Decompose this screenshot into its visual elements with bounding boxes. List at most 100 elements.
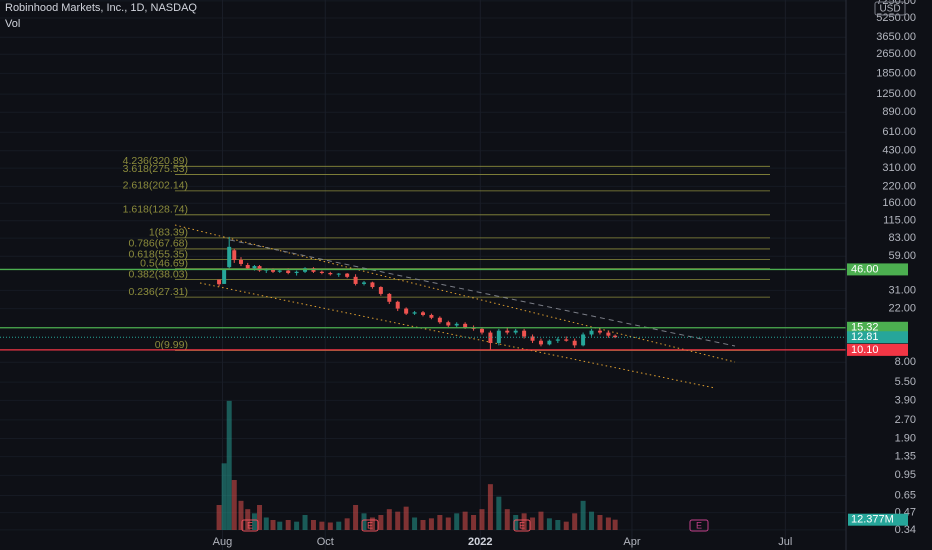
volume-bar xyxy=(589,511,595,530)
candle-body xyxy=(217,279,222,285)
y-tick-label: 0.34 xyxy=(895,524,916,536)
candle-body xyxy=(395,301,400,309)
earnings-marker xyxy=(689,519,709,532)
candle-body xyxy=(437,317,442,323)
candle-body xyxy=(564,339,569,341)
fib-label: 1(83.39) xyxy=(149,227,188,239)
earnings-marker xyxy=(361,519,379,532)
fib-label: 0.786(67.68) xyxy=(128,238,188,250)
candle-body xyxy=(613,335,618,338)
volume-bar xyxy=(546,518,552,530)
trend-line xyxy=(199,282,716,389)
volume-bar xyxy=(403,506,409,530)
candle-body xyxy=(245,264,250,269)
volume-badge-label: 12.377M xyxy=(851,514,894,526)
volume-bar xyxy=(572,513,578,530)
candle-body xyxy=(581,334,586,346)
earnings-label: E xyxy=(696,520,702,530)
candle-body xyxy=(294,271,299,273)
candles xyxy=(217,236,618,351)
y-tick-label: 1250.00 xyxy=(876,88,916,100)
candle-body xyxy=(606,332,611,336)
candle-body xyxy=(227,246,232,268)
volume-bar xyxy=(462,511,468,530)
earnings-label: E xyxy=(519,520,525,530)
y-tick-label: 8.00 xyxy=(895,356,916,368)
y-tick-label: 31.00 xyxy=(888,284,916,296)
candle-body xyxy=(505,330,510,333)
volume-bar xyxy=(412,517,418,530)
volume-bar xyxy=(395,511,401,530)
candle-body xyxy=(538,340,543,345)
price-badge xyxy=(847,343,908,356)
candle-body xyxy=(421,312,425,315)
volume-pane xyxy=(216,400,618,530)
earnings-label: E xyxy=(247,520,253,530)
y-tick-label: 2650.00 xyxy=(876,48,916,60)
candle-body xyxy=(319,271,324,273)
x-tick-label: Jul xyxy=(778,536,792,548)
volume-bar xyxy=(496,496,502,530)
volume-bar xyxy=(221,463,227,530)
candle-body xyxy=(479,328,484,333)
y-tick-label: 3.90 xyxy=(895,394,916,406)
volume-bar xyxy=(479,509,485,530)
candle-body xyxy=(555,339,560,341)
y-tick-label: 1850.00 xyxy=(876,67,916,79)
volume-bar xyxy=(251,513,257,530)
volume-bar xyxy=(530,517,536,530)
candle-body xyxy=(286,270,291,273)
volume-bar xyxy=(504,509,510,530)
candle-body xyxy=(345,273,350,277)
currency: USD xyxy=(879,4,900,15)
price-badge-label: 10.10 xyxy=(851,344,879,356)
volume-bar xyxy=(270,520,276,530)
candle-body xyxy=(387,293,392,302)
earnings-marker xyxy=(241,519,259,532)
fib-label: 0.382(38.03) xyxy=(128,268,188,280)
candle-body xyxy=(257,266,262,271)
volume-bar xyxy=(445,517,451,530)
fib-label: 2.618(202.14) xyxy=(123,180,188,192)
candle-body xyxy=(488,332,493,343)
candle-body xyxy=(522,330,527,337)
x-tick-label: Apr xyxy=(623,536,640,548)
candle-body xyxy=(404,308,409,314)
trend-line xyxy=(174,224,736,363)
y-tick-label: 5.50 xyxy=(895,376,916,388)
volume-bar xyxy=(257,505,263,530)
y-tick-label: 160.00 xyxy=(882,197,916,209)
y-tick-label: 0.95 xyxy=(895,469,916,481)
price-badge-label: 12.81 xyxy=(851,331,879,343)
y-tick-label: 2.70 xyxy=(895,414,916,426)
volume-bar xyxy=(563,521,569,530)
volume-bar xyxy=(521,513,527,530)
y-tick-label: 610.00 xyxy=(882,126,916,138)
volume-bar xyxy=(277,521,283,530)
y-tick-label: 3650.00 xyxy=(876,31,916,43)
y-tick-label: 22.00 xyxy=(888,302,916,314)
fib-label: 4.236(320.89) xyxy=(123,155,188,167)
volume-bar xyxy=(263,517,269,530)
volume-bar xyxy=(327,522,333,530)
volume-bar xyxy=(386,509,392,530)
volume-bar xyxy=(319,521,325,530)
volume-bar xyxy=(420,520,426,530)
volume-bar xyxy=(336,521,342,530)
volume-bar xyxy=(310,520,316,530)
volume-bar xyxy=(612,519,618,530)
candle-body xyxy=(370,282,375,288)
y-tick-label: 59.00 xyxy=(888,250,916,262)
currency-badge xyxy=(874,1,906,16)
volume-bar xyxy=(344,518,350,530)
candle-body xyxy=(463,323,468,328)
axis-labels: 7250.005250.003650.002650.001850.001250.… xyxy=(847,0,916,536)
candle-body xyxy=(446,322,451,326)
candle-body xyxy=(353,276,358,284)
y-tick-label: 890.00 xyxy=(882,106,916,118)
candle-body xyxy=(378,287,383,294)
price-badge-label: 15.32 xyxy=(851,322,879,334)
fib-label: 0.618(55.35) xyxy=(128,248,188,260)
price-lines xyxy=(0,268,846,351)
